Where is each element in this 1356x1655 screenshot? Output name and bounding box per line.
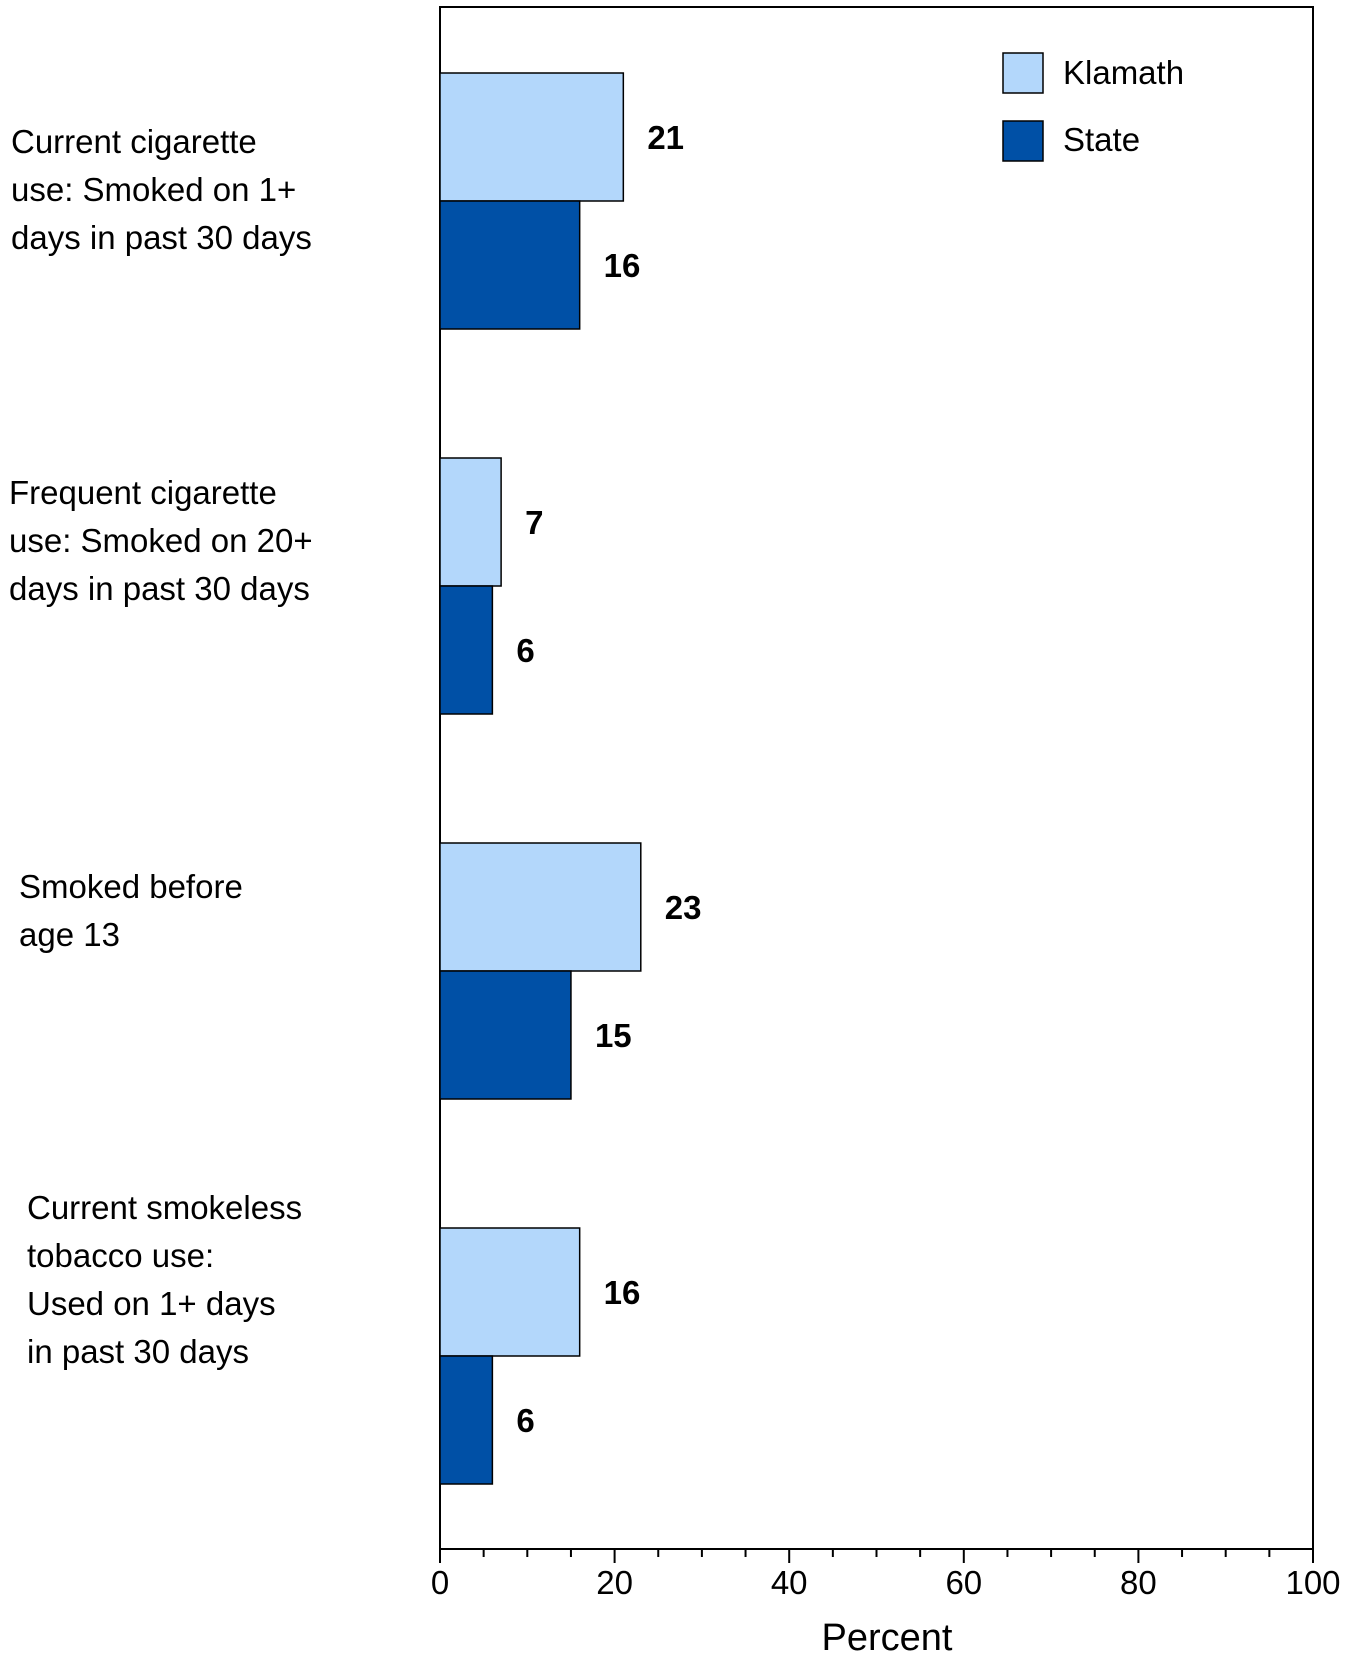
data-label-klamath-3: 23 [665, 889, 702, 926]
data-label-state-1: 16 [604, 247, 641, 284]
category-label-3: Smoked before age 13 [19, 868, 243, 953]
bar-klamath-2 [439, 457, 502, 587]
data-label-state-3: 15 [595, 1017, 632, 1054]
bar-klamath-1 [439, 72, 625, 202]
legend: Klamath State [1002, 52, 1184, 162]
x-tick-label: 20 [596, 1564, 633, 1601]
bar-state-1 [439, 200, 581, 330]
category-label-2: Frequent cigarette use: Smoked on 20+ da… [9, 474, 313, 607]
x-tick-label: 0 [431, 1564, 449, 1601]
data-label-klamath-2: 7 [525, 504, 543, 541]
bar-klamath-3 [439, 842, 642, 972]
data-label-state-2: 6 [516, 632, 534, 669]
data-label-state-4: 6 [516, 1402, 534, 1439]
bar-state-2 [439, 585, 494, 715]
legend-label-klamath: Klamath [1063, 54, 1184, 91]
data-label-klamath-4: 16 [604, 1274, 641, 1311]
data-label-klamath-1: 21 [647, 119, 684, 156]
x-tick-label: 60 [945, 1564, 982, 1601]
bar-state-3 [439, 970, 572, 1100]
legend-swatch-klamath [1002, 52, 1044, 94]
x-tick-label: 100 [1285, 1564, 1340, 1601]
legend-label-state: State [1063, 121, 1140, 158]
legend-swatch-state [1002, 120, 1044, 162]
x-tick-label: 40 [771, 1564, 808, 1601]
bar-klamath-4 [439, 1227, 581, 1357]
x-tick-label: 80 [1120, 1564, 1157, 1601]
x-axis-title: Percent [822, 1617, 953, 1655]
category-label-1: Current cigarette use: Smoked on 1+ days… [11, 123, 312, 256]
category-label-4: Current smokeless tobacco use: Used on 1… [27, 1189, 303, 1370]
bar-state-4 [439, 1355, 494, 1485]
bars-group: 21 16 7 6 23 15 16 6 [439, 72, 702, 1485]
x-axis-ticks: 0 20 40 60 80 100 [431, 1549, 1341, 1601]
